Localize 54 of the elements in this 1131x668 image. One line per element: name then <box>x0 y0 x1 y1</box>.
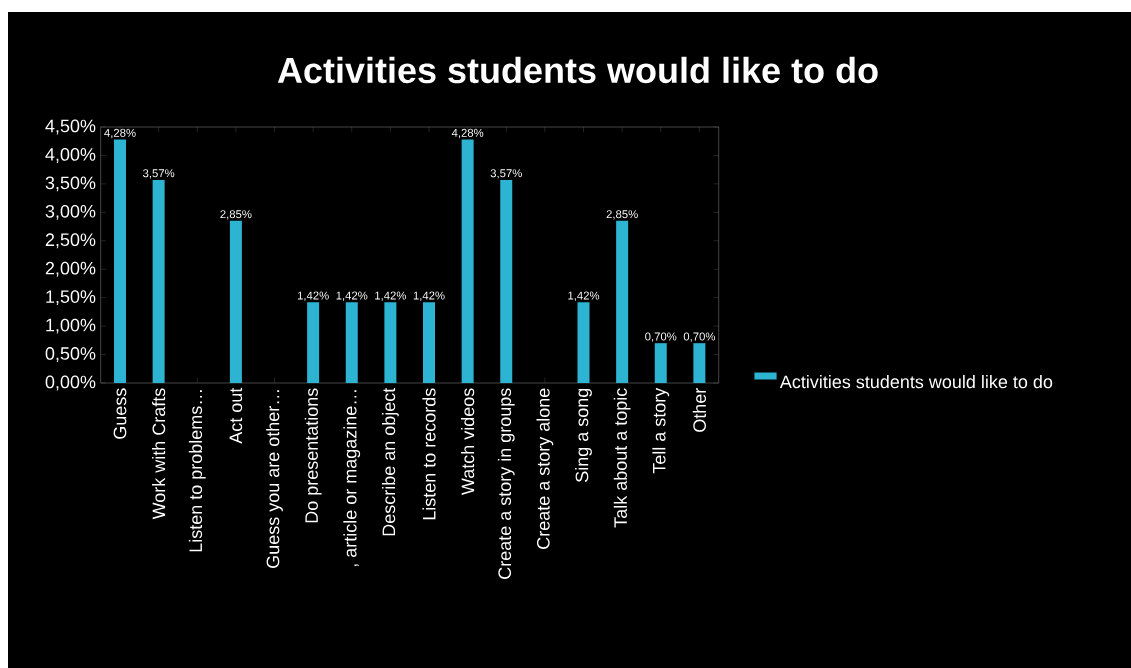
bar <box>461 139 474 383</box>
x-tick-label: Act out <box>229 387 243 444</box>
y-tick-label: 1,00% <box>46 318 96 334</box>
data-label: 1,42% <box>568 291 600 301</box>
data-label: 4,28% <box>451 128 484 139</box>
x-tick-label: Guess <box>113 388 127 439</box>
bar <box>152 179 165 383</box>
data-label: 0,70% <box>683 332 716 342</box>
bar <box>500 179 513 383</box>
x-tick-label: Watch videos <box>461 388 475 495</box>
x-tick-label: Work with Crafts <box>152 388 166 520</box>
x-tick-label: Create a story alone <box>536 388 554 549</box>
x-tick-label: Talk about a topic <box>613 388 631 528</box>
data-label: 3,57% <box>143 169 175 179</box>
y-tick-label: 4,50% <box>45 119 96 135</box>
y-tick-label: 2,50% <box>45 233 96 249</box>
bar <box>693 343 706 383</box>
data-label: 1,42% <box>297 291 329 301</box>
bar <box>577 302 590 383</box>
bar <box>345 302 358 383</box>
x-tick-label: Listen to records <box>422 388 436 520</box>
x-tick-label: Other <box>692 388 706 432</box>
data-label: 1,42% <box>375 291 407 301</box>
bar <box>616 220 629 383</box>
data-label: 4,28% <box>104 128 136 139</box>
data-label: 2,85% <box>220 210 252 220</box>
x-tick-label: Do presentations <box>304 388 322 523</box>
chart-title: Activities students would like to do <box>277 56 878 84</box>
data-label: 3,57% <box>490 169 522 179</box>
bar <box>423 302 436 383</box>
y-tick-label: 1,50% <box>46 290 96 306</box>
data-label: 2,85% <box>606 210 638 220</box>
data-label: 1,42% <box>336 291 368 301</box>
bar <box>654 343 667 383</box>
y-tick-label: 0,50% <box>45 347 96 362</box>
x-tick-label: Sing a song <box>575 388 592 482</box>
x-tick-label: Guess you are other… <box>266 390 283 568</box>
x-tick-label: Tell a story <box>652 387 670 474</box>
data-label: 0,70% <box>645 332 677 342</box>
x-tick-label: Listen to problems… <box>188 390 206 552</box>
bar <box>307 302 320 383</box>
bar <box>229 220 242 383</box>
bar <box>384 302 397 383</box>
x-tick-label: Create a story in groups <box>497 388 515 579</box>
x-tick-label: Describe an object <box>381 387 399 536</box>
legend-label: Activities students would like to do <box>779 375 1053 389</box>
y-tick-label: 4,00% <box>45 148 96 163</box>
y-tick-label: 3,50% <box>45 176 96 192</box>
y-tick-label: 0,00% <box>45 375 96 391</box>
data-label: 1,42% <box>413 291 445 301</box>
y-tick-label: 3,00% <box>45 204 96 220</box>
bar <box>114 139 126 383</box>
y-tick-label: 2,00% <box>45 261 96 277</box>
x-tick-label: , article or magazine… <box>343 390 361 567</box>
